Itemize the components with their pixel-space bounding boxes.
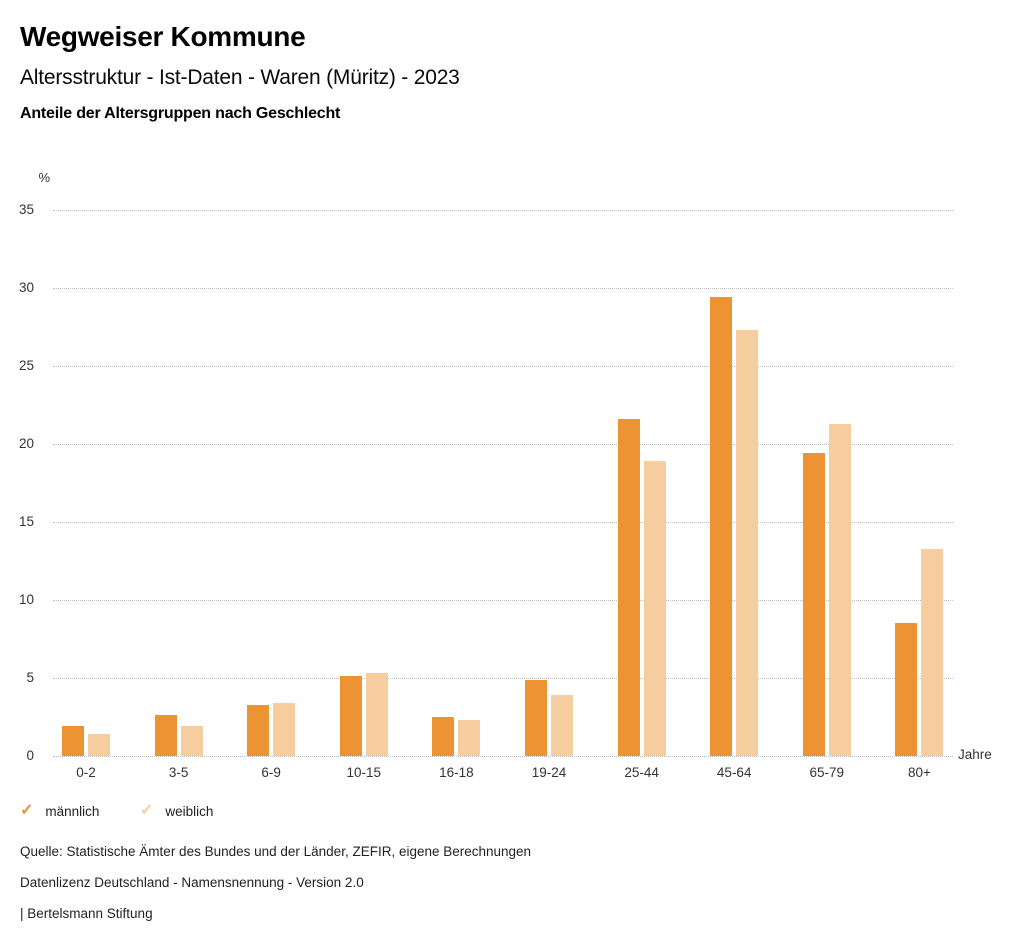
x-tick-label-10-15: 10-15: [346, 765, 382, 780]
bar-group-80+: [895, 210, 944, 756]
bar-weiblich-65-79[interactable]: [828, 423, 851, 756]
bar-männlich-25-44[interactable]: [617, 419, 640, 756]
y-tick-label-30: 30: [18, 280, 34, 295]
bar-männlich-65-79[interactable]: [802, 453, 825, 756]
bar-weiblich-45-64[interactable]: [736, 330, 759, 756]
bar-weiblich-80+[interactable]: [921, 548, 944, 756]
checkmark-icon: ✓: [140, 802, 154, 819]
y-tick-label-25: 25: [18, 358, 34, 373]
chart-subtitle: Altersstruktur - Ist-Daten - Waren (Müri…: [20, 66, 460, 89]
bar-group-25-44: [617, 210, 666, 756]
chart-heading: Anteile der Altersgruppen nach Geschlech…: [20, 105, 341, 122]
y-tick-label-5: 5: [26, 670, 34, 685]
bar-weiblich-3-5[interactable]: [180, 726, 203, 756]
bar-weiblich-6-9[interactable]: [273, 703, 296, 756]
x-axis-unit-label: Jahre: [958, 747, 992, 762]
x-tick-label-45-64: 45-64: [716, 765, 752, 780]
x-tick-label-19-24: 19-24: [531, 765, 567, 780]
footer-line-1: Quelle: Statistische Ämter des Bundes un…: [20, 844, 532, 859]
x-tick-label-0-2: 0-2: [76, 765, 96, 780]
y-tick-label-10: 10: [18, 592, 34, 607]
x-tick-label-65-79: 65-79: [809, 765, 845, 780]
gridline-y-30: [53, 288, 953, 289]
bar-group-0-2: [62, 210, 110, 756]
x-tick-label-80+: 80+: [907, 765, 931, 780]
x-tick-label-6-9: 6-9: [261, 765, 281, 780]
bar-group-45-64: [710, 210, 759, 756]
y-tick-label-20: 20: [18, 436, 34, 451]
gridline-y-35: [53, 210, 953, 211]
legend-label: weiblich: [165, 803, 214, 819]
bar-group-6-9: [247, 210, 296, 756]
gridline-y-0: [53, 756, 953, 757]
bar-weiblich-16-18[interactable]: [458, 720, 481, 756]
y-axis-unit-label: %: [38, 170, 50, 185]
x-tick-label-16-18: 16-18: [439, 765, 474, 780]
y-tick-label-35: 35: [18, 202, 34, 217]
bar-männlich-19-24[interactable]: [525, 679, 547, 756]
bar-männlich-80+[interactable]: [895, 623, 918, 756]
bar-group-16-18: [432, 210, 481, 756]
legend-label: männlich: [45, 803, 100, 819]
bar-weiblich-19-24[interactable]: [551, 695, 573, 756]
y-tick-label-0: 0: [26, 748, 34, 763]
x-tick-label-3-5: 3-5: [168, 765, 189, 780]
footer-line-3: | Bertelsmann Stiftung: [20, 906, 153, 921]
y-tick-label-15: 15: [18, 514, 34, 529]
gridline-y-25: [53, 366, 953, 367]
bar-männlich-45-64[interactable]: [710, 297, 733, 756]
bar-group-10-15: [339, 210, 388, 756]
bar-männlich-6-9[interactable]: [247, 704, 270, 756]
bar-weiblich-10-15[interactable]: [365, 673, 388, 756]
bar-weiblich-0-2[interactable]: [88, 734, 110, 756]
bar-group-19-24: [525, 210, 573, 756]
page-title: Wegweiser Kommune: [20, 21, 306, 52]
gridline-y-10: [53, 600, 953, 601]
bar-group-3-5: [154, 210, 203, 756]
bar-männlich-3-5[interactable]: [154, 715, 177, 756]
x-tick-label-25-44: 25-44: [624, 765, 659, 780]
bar-group-65-79: [802, 210, 851, 756]
gridline-y-5: [53, 678, 953, 679]
bar-männlich-10-15[interactable]: [339, 676, 362, 756]
bar-männlich-16-18[interactable]: [432, 717, 455, 756]
plot-area: [53, 210, 953, 757]
bar-männlich-0-2[interactable]: [62, 726, 84, 756]
bar-weiblich-25-44[interactable]: [643, 461, 666, 756]
gridline-y-15: [53, 522, 953, 523]
legend-item-weiblich[interactable]: ✓ weiblich: [140, 802, 213, 820]
checkmark-icon: ✓: [20, 802, 34, 819]
footer-line-2: Datenlizenz Deutschland - Namensnennung …: [20, 875, 364, 890]
legend-item-männlich[interactable]: ✓ männlich: [20, 802, 99, 820]
gridline-y-20: [53, 444, 953, 445]
